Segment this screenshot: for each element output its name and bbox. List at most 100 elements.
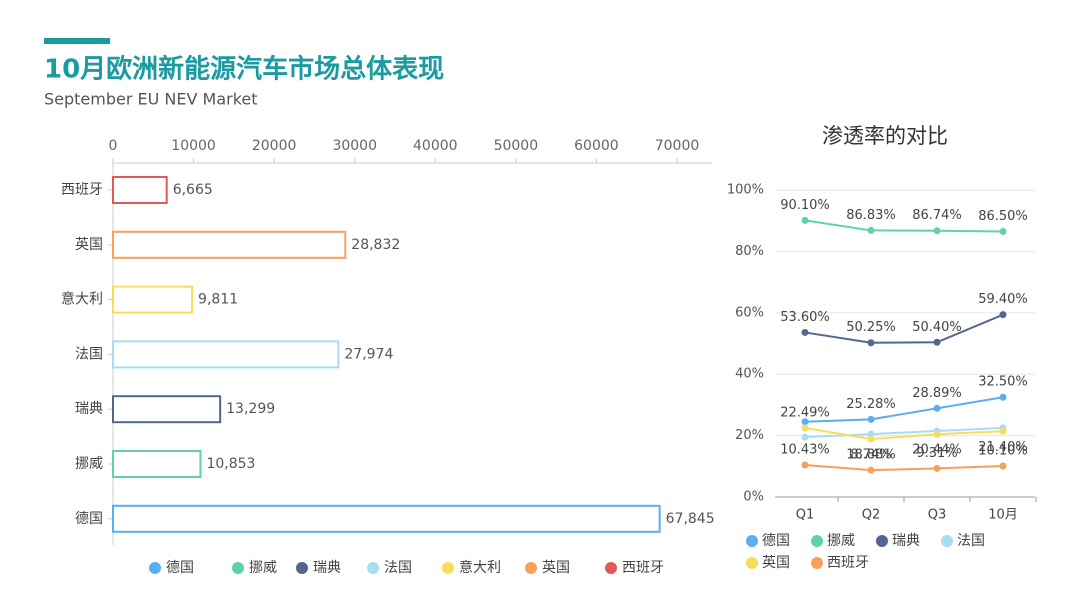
x-tick-label: 60000 <box>574 138 619 154</box>
legend-label: 英国 <box>762 554 790 571</box>
value-label: 13,299 <box>226 401 275 417</box>
legend-swatch <box>746 535 758 547</box>
value-label: 22.49% <box>780 405 830 420</box>
value-label: 86.50% <box>978 209 1028 224</box>
bar <box>112 504 661 533</box>
x-tick-label: 20000 <box>252 138 297 154</box>
legend-swatch <box>367 562 379 574</box>
value-label: 53.60% <box>780 310 830 325</box>
category-label: 意大利 <box>61 291 103 308</box>
y-tick-label: 60% <box>735 305 764 320</box>
x-tick-label: 10月 <box>988 508 1018 523</box>
x-tick-label: Q3 <box>928 508 947 523</box>
legend-swatch <box>746 557 758 569</box>
category-label: 英国 <box>75 236 103 253</box>
legend-label: 挪威 <box>827 533 855 549</box>
bar <box>112 230 347 259</box>
value-label: 10,853 <box>206 456 255 472</box>
data-point <box>933 338 941 346</box>
value-label: 27,974 <box>344 346 393 362</box>
bar <box>112 285 194 314</box>
x-tick-label: 10000 <box>171 138 216 154</box>
legend-label: 挪威 <box>249 560 277 576</box>
slide-title: 10月欧洲新能源汽车市场总体表现 <box>44 54 444 85</box>
data-point <box>801 424 809 432</box>
value-label: 25.28% <box>846 397 896 412</box>
category-label: 德国 <box>75 511 103 527</box>
value-label: 67,845 <box>666 511 715 527</box>
value-label: 28,832 <box>351 237 400 253</box>
data-point <box>999 393 1007 401</box>
series-line <box>804 426 1004 441</box>
x-tick-label: 0 <box>109 138 118 154</box>
series-line <box>804 219 1004 233</box>
legend-label: 西班牙 <box>622 560 664 576</box>
data-point <box>801 433 809 441</box>
y-tick-label: 20% <box>735 428 764 443</box>
legend-swatch <box>296 562 308 574</box>
value-label: 8.74% <box>850 448 891 463</box>
legend-swatch <box>941 535 953 547</box>
title-accent <box>44 38 110 44</box>
value-label: 10.43% <box>780 442 830 457</box>
data-point <box>999 311 1007 319</box>
legend-label: 瑞典 <box>313 560 341 576</box>
data-point <box>999 462 1007 470</box>
category-label: 瑞典 <box>75 401 103 417</box>
x-tick-label: 40000 <box>413 138 458 154</box>
value-label: 32.50% <box>978 375 1028 390</box>
data-point <box>801 216 809 224</box>
legend-swatch <box>811 557 823 569</box>
y-tick-label: 100% <box>727 183 764 198</box>
y-tick-label: 80% <box>735 244 764 259</box>
data-point <box>867 430 875 438</box>
x-tick-label: 70000 <box>655 138 700 154</box>
data-point <box>867 339 875 347</box>
legend-label: 法国 <box>957 533 985 549</box>
legend-label: 英国 <box>542 559 570 576</box>
data-point <box>801 461 809 469</box>
value-label: 10.10% <box>978 443 1028 458</box>
value-label: 21.40% <box>978 440 1028 455</box>
legend-label: 意大利 <box>459 559 501 576</box>
legend-label: 德国 <box>762 533 790 549</box>
value-label: 9,811 <box>198 292 238 308</box>
value-label: 86.74% <box>912 208 962 223</box>
value-label: 28.89% <box>912 386 962 401</box>
data-point <box>867 226 875 234</box>
legend-label: 西班牙 <box>827 555 869 571</box>
data-point <box>999 227 1007 235</box>
data-point <box>933 464 941 472</box>
legend-swatch <box>876 535 888 547</box>
legend-swatch <box>605 562 617 574</box>
data-point <box>867 435 875 443</box>
value-label: 90.10% <box>780 198 830 213</box>
data-point <box>933 430 941 438</box>
x-tick-label: 30000 <box>332 138 377 154</box>
series-line <box>804 426 1004 439</box>
data-point <box>867 415 875 423</box>
series-line <box>804 313 1004 344</box>
line-chart-title: 渗透率的对比 <box>822 124 948 148</box>
data-point <box>867 466 875 474</box>
legend-swatch <box>442 562 454 574</box>
legend-swatch <box>525 562 537 574</box>
y-tick-label: 0% <box>743 490 764 505</box>
series-line <box>804 396 1004 423</box>
category-label: 西班牙 <box>61 182 103 198</box>
data-point <box>801 328 809 336</box>
value-label: 86.83% <box>846 208 896 223</box>
legend-swatch <box>149 562 161 574</box>
bar <box>112 340 340 369</box>
slide-subtitle: September EU NEV Market <box>44 90 258 109</box>
x-tick-label: Q2 <box>862 508 881 523</box>
value-label: 20.44% <box>912 443 962 458</box>
value-label: 59.40% <box>978 292 1028 307</box>
value-label: 6,665 <box>173 182 213 198</box>
value-label: 50.40% <box>912 320 962 335</box>
legend-swatch <box>811 535 823 547</box>
bar <box>112 395 222 424</box>
x-tick-label: Q1 <box>796 508 815 523</box>
bar <box>112 450 202 478</box>
